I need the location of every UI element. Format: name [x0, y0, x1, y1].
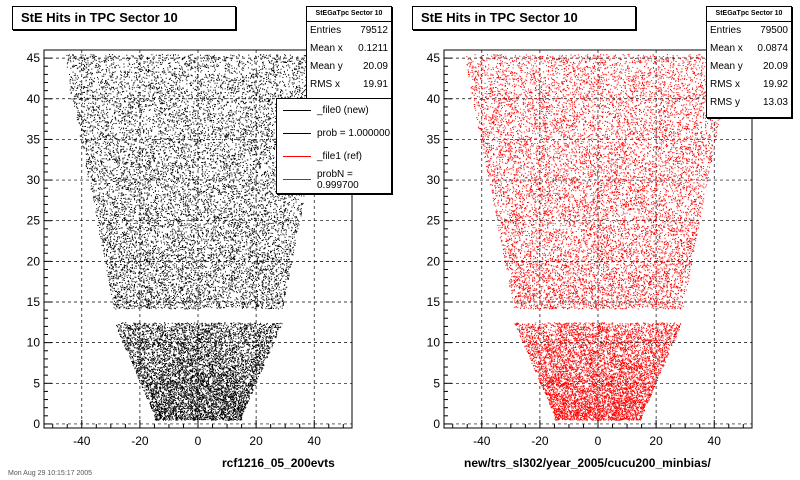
- y-tick-label: 25: [27, 214, 41, 228]
- stats-row: Mean y 20.09: [310, 61, 388, 72]
- y-tick-label: 40: [27, 92, 41, 106]
- y-tick-label: 35: [427, 132, 441, 146]
- legend-line: [283, 110, 311, 111]
- stats-header: StEGaTpc Sector 10: [307, 7, 391, 22]
- y-tick-label: 20: [427, 254, 441, 268]
- y-tick-label: 35: [27, 132, 41, 146]
- y-tick-label: 30: [27, 173, 41, 187]
- stats-row: Mean y 20.09: [710, 61, 788, 72]
- stats-row: Mean x 0.1211: [310, 43, 388, 54]
- footer-timestamp: Mon Aug 29 10:15:17 2005: [8, 470, 93, 477]
- x-axis-label-right: new/trs_sl302/year_2005/cucu200_minbias/: [464, 456, 711, 470]
- y-tick-label: 45: [27, 51, 41, 65]
- y-tick-label: 15: [27, 295, 41, 309]
- x-tick-label: 0: [195, 434, 202, 448]
- stats-row: Entries 79500: [710, 25, 788, 36]
- x-tick-label: 40: [308, 434, 322, 448]
- stats-box-right: StEGaTpc Sector 10 Entries 79500 Mean x 0.…: [706, 6, 792, 118]
- hit-points: [66, 54, 331, 421]
- legend-line: [283, 156, 311, 157]
- legend-box: _file0 (new) prob = 1.000000 _file1 (ref…: [276, 98, 392, 194]
- y-tick-label: 25: [427, 214, 441, 228]
- x-tick-label: 0: [595, 434, 602, 448]
- x-tick-label: -20: [131, 434, 149, 448]
- x-tick-label: -40: [73, 434, 91, 448]
- stats-row: RMS y 13.03: [710, 97, 788, 108]
- x-tick-label: 40: [708, 434, 722, 448]
- legend-line: [283, 133, 311, 134]
- chart-title-left: StE Hits in TPC Sector 10: [12, 6, 236, 30]
- stats-row: Entries 79512: [310, 25, 388, 36]
- y-tick-label: 15: [427, 295, 441, 309]
- x-tick-label: 20: [249, 434, 263, 448]
- y-tick-label: 45: [427, 51, 441, 65]
- stats-box-left: StEGaTpc Sector 10 Entries 79512 Mean x 0.…: [306, 6, 392, 100]
- chart-title-right: StE Hits in TPC Sector 10: [412, 6, 636, 30]
- legend-entry: _file0 (new): [277, 99, 391, 122]
- legend-entry: _file1 (ref): [277, 145, 391, 168]
- y-tick-label: 30: [427, 173, 441, 187]
- legend-entry: probN = 0.999700: [277, 168, 391, 191]
- x-axis-label-left: rcf1216_05_200evts: [222, 456, 335, 470]
- hit-points: [466, 54, 731, 421]
- y-tick-label: 40: [427, 92, 441, 106]
- stats-row: Mean x 0.0874: [710, 43, 788, 54]
- y-tick-label: 20: [27, 254, 41, 268]
- x-tick-label: -20: [531, 434, 549, 448]
- y-tick-label: 5: [33, 376, 40, 390]
- stats-row: RMS x 19.92: [710, 79, 788, 90]
- y-tick-label: 10: [27, 336, 41, 350]
- stats-header: StEGaTpc Sector 10: [707, 7, 791, 22]
- legend-line: [283, 179, 311, 180]
- stats-row: RMS x 19.91: [310, 79, 388, 90]
- x-tick-label: -40: [473, 434, 491, 448]
- plot-right: -40 -20 0 20 40 0 5 10 15 20 25 30 35 40 45: [427, 49, 753, 448]
- y-tick-label: 5: [433, 376, 440, 390]
- legend-entry: prob = 1.000000: [277, 122, 391, 145]
- y-tick-label: 0: [33, 417, 40, 431]
- y-tick-label: 0: [433, 417, 440, 431]
- y-tick-label: 10: [427, 336, 441, 350]
- x-tick-label: 20: [649, 434, 663, 448]
